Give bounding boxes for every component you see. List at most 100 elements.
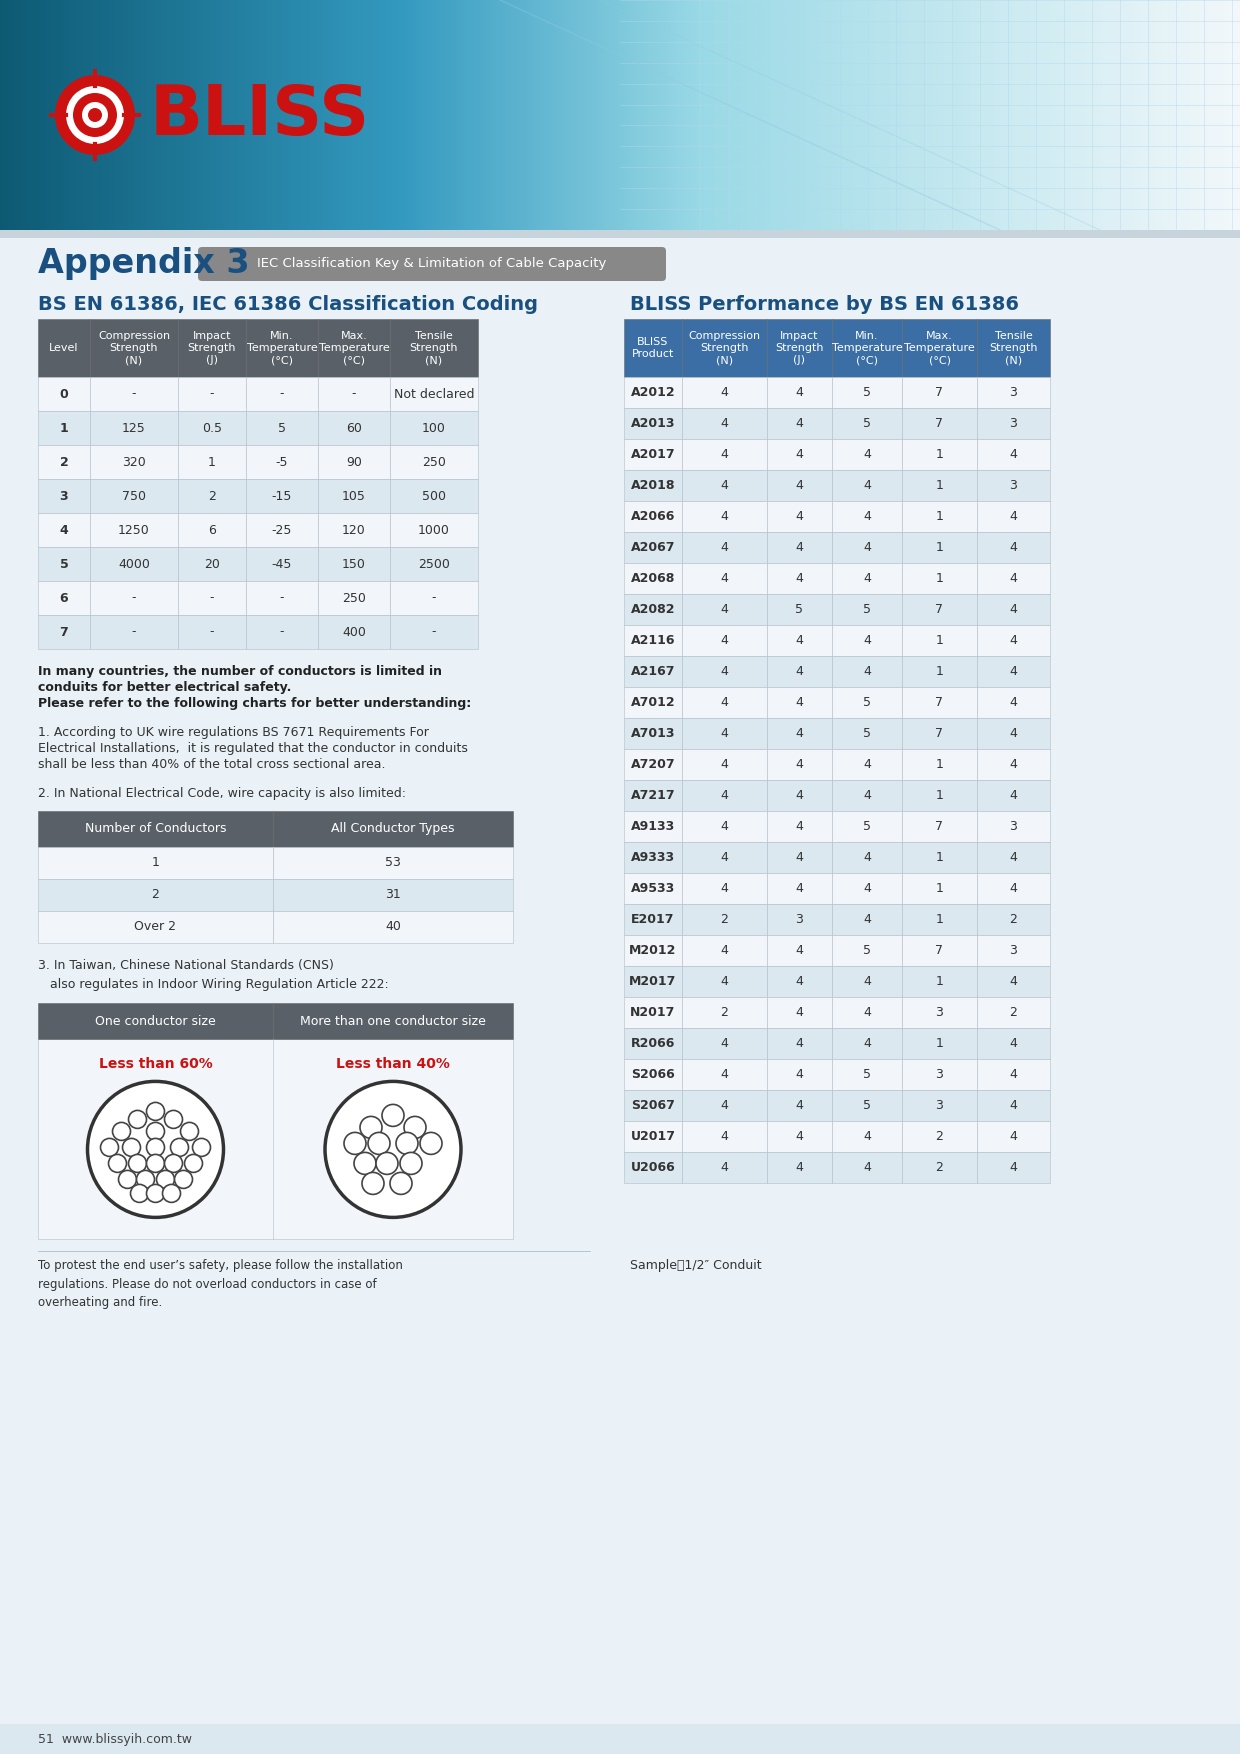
Text: Please refer to the following charts for better understanding:: Please refer to the following charts for…: [38, 696, 471, 710]
Bar: [768, 810, 832, 842]
Text: 4: 4: [863, 975, 870, 988]
Circle shape: [353, 1152, 376, 1175]
Text: 4: 4: [796, 696, 804, 709]
Text: BLISS
Product: BLISS Product: [632, 337, 675, 360]
Text: 3: 3: [1009, 479, 1018, 493]
Circle shape: [82, 102, 108, 128]
Text: 4: 4: [796, 1100, 804, 1112]
Text: 5: 5: [60, 558, 68, 570]
Text: 3: 3: [935, 1068, 944, 1080]
Bar: [624, 781, 682, 810]
Circle shape: [113, 1123, 130, 1140]
Text: 4: 4: [1009, 789, 1018, 802]
Bar: [977, 810, 1050, 842]
Bar: [832, 409, 901, 438]
Bar: [832, 903, 901, 935]
FancyBboxPatch shape: [198, 247, 666, 281]
Text: -: -: [432, 591, 436, 605]
Bar: [768, 1121, 832, 1152]
Text: One conductor size: One conductor size: [95, 1016, 216, 1028]
Bar: [624, 1059, 682, 1089]
Bar: [624, 935, 682, 966]
Text: 4: 4: [796, 479, 804, 493]
Circle shape: [192, 1138, 211, 1156]
Text: A2082: A2082: [631, 603, 676, 616]
Text: Over 2: Over 2: [134, 921, 176, 933]
Text: 4: 4: [863, 882, 870, 895]
Text: 4: 4: [796, 821, 804, 833]
Bar: [977, 781, 1050, 810]
Text: shall be less than 40% of the total cross sectional area.: shall be less than 40% of the total cros…: [38, 758, 386, 770]
Text: 2. In National Electrical Code, wire capacity is also limited:: 2. In National Electrical Code, wire cap…: [38, 786, 405, 800]
Bar: [768, 563, 832, 595]
Bar: [977, 842, 1050, 873]
Bar: [901, 810, 977, 842]
Bar: [391, 377, 477, 410]
Text: Min.
Temperature
(°C): Min. Temperature (°C): [832, 330, 903, 365]
Bar: [768, 319, 832, 377]
Bar: [682, 563, 768, 595]
Bar: [624, 1028, 682, 1059]
Bar: [624, 873, 682, 903]
Circle shape: [88, 1082, 223, 1217]
Bar: [977, 409, 1050, 438]
Bar: [901, 935, 977, 966]
Text: 4: 4: [720, 758, 728, 772]
Text: 2: 2: [720, 914, 728, 926]
Bar: [901, 409, 977, 438]
Bar: [682, 502, 768, 531]
Text: 4: 4: [720, 1130, 728, 1144]
Text: 4: 4: [863, 1007, 870, 1019]
Text: 1: 1: [935, 540, 944, 554]
Bar: [179, 512, 246, 547]
Text: -: -: [131, 626, 136, 638]
Text: 4: 4: [720, 603, 728, 616]
Text: 4000: 4000: [118, 558, 150, 570]
Text: 51  www.blissyih.com.tw: 51 www.blissyih.com.tw: [38, 1733, 192, 1745]
Bar: [768, 717, 832, 749]
Bar: [317, 581, 391, 616]
Text: -: -: [280, 626, 284, 638]
Text: 4: 4: [1009, 540, 1018, 554]
Bar: [38, 479, 91, 512]
Text: 4: 4: [1009, 975, 1018, 988]
Circle shape: [343, 1133, 366, 1154]
Circle shape: [165, 1154, 182, 1172]
Bar: [273, 879, 513, 910]
Text: 3: 3: [935, 1100, 944, 1112]
Text: 2: 2: [1009, 1007, 1018, 1019]
Text: 0: 0: [60, 388, 68, 400]
Text: A7207: A7207: [631, 758, 676, 772]
Bar: [977, 563, 1050, 595]
Bar: [768, 1059, 832, 1089]
Text: 1: 1: [935, 914, 944, 926]
Text: 0.5: 0.5: [202, 421, 222, 435]
Bar: [317, 616, 391, 649]
Bar: [179, 581, 246, 616]
Bar: [273, 1003, 513, 1040]
Circle shape: [162, 1184, 181, 1203]
Bar: [624, 502, 682, 531]
Text: 31: 31: [386, 888, 401, 902]
Text: Impact
Strength
(J): Impact Strength (J): [775, 330, 823, 365]
Bar: [624, 903, 682, 935]
Bar: [768, 624, 832, 656]
Text: To protest the end user’s safety, please follow the installation
regulations. Pl: To protest the end user’s safety, please…: [38, 1259, 403, 1310]
Text: 1: 1: [935, 758, 944, 772]
Bar: [832, 319, 901, 377]
Bar: [682, 1059, 768, 1089]
Text: 2: 2: [208, 489, 216, 502]
Text: M2012: M2012: [630, 944, 677, 958]
Text: 125: 125: [122, 421, 146, 435]
Bar: [273, 910, 513, 942]
Circle shape: [396, 1133, 418, 1154]
Text: 4: 4: [1009, 1161, 1018, 1173]
Bar: [246, 581, 317, 616]
Bar: [246, 547, 317, 581]
Circle shape: [129, 1110, 146, 1128]
Circle shape: [146, 1103, 165, 1121]
Bar: [682, 595, 768, 624]
Text: 1: 1: [935, 1037, 944, 1051]
Text: 4: 4: [720, 572, 728, 586]
Text: 1. According to UK wire regulations BS 7671 Requirements For: 1. According to UK wire regulations BS 7…: [38, 726, 429, 738]
